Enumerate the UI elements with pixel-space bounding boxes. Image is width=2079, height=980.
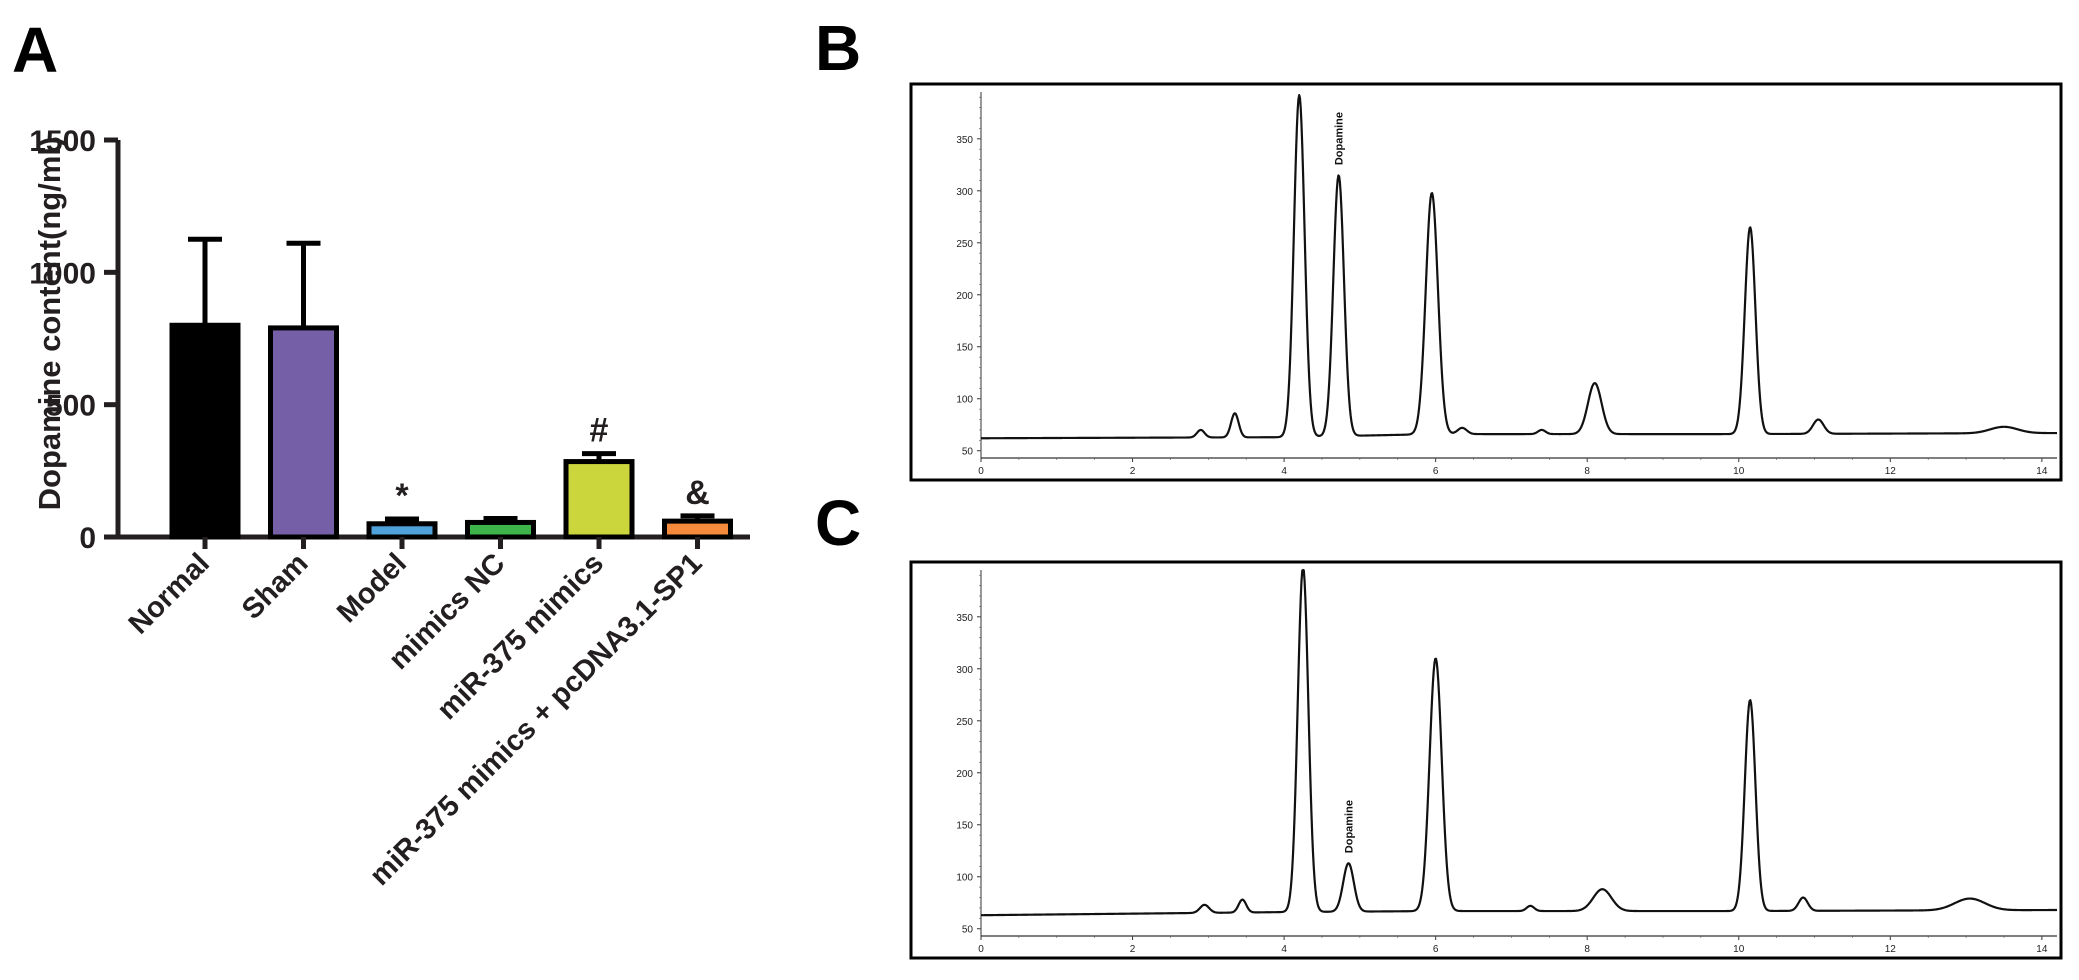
- x-tick-label: 8: [1584, 466, 1590, 477]
- y-tick-label: 200: [956, 291, 973, 302]
- peak: [1348, 862, 1350, 864]
- y-tick-label: 350: [956, 613, 973, 624]
- y-tick-label: 250: [956, 239, 973, 250]
- y-tick-label: 200: [956, 769, 973, 780]
- peak: [1204, 904, 1206, 906]
- y-tick-label: 100: [956, 395, 973, 406]
- y-tick-label: 300: [956, 665, 973, 676]
- peak: [1969, 898, 1971, 900]
- x-tick-label: Sham: [236, 547, 314, 625]
- bar: [662, 518, 733, 540]
- x-tick-label: miR-375 mimics: [431, 547, 610, 726]
- peak: [1200, 429, 1202, 431]
- y-tick-label: 1000: [29, 257, 96, 290]
- x-tick-label: 12: [1885, 944, 1897, 955]
- peak: [1302, 569, 1304, 571]
- panel-label-b: B: [815, 12, 861, 84]
- peak: [1749, 699, 1751, 701]
- x-tick-label: 10: [1733, 944, 1745, 955]
- y-tick-label: 500: [46, 390, 96, 423]
- x-tick-label: Model: [331, 547, 413, 629]
- panel-label-c: C: [815, 487, 861, 559]
- x-tick-label: 4: [1281, 466, 1287, 477]
- peak: [1594, 382, 1596, 384]
- y-tick-label: 150: [956, 343, 973, 354]
- y-tick-label: 0: [79, 522, 96, 555]
- x-tick-label: 14: [2036, 944, 2048, 955]
- chromatogram-b: 50 100 150 200 250 300 350 0 2 4 6 8 10 12 14 Dopamine: [909, 82, 2063, 482]
- x-tick-label: 2: [1130, 944, 1136, 955]
- y-tick-label: 100: [956, 873, 973, 884]
- bar: [465, 519, 536, 540]
- peak: [1601, 888, 1603, 890]
- panel-label-a: A: [12, 14, 58, 86]
- x-tick-label: 0: [978, 466, 984, 477]
- peak: [1749, 226, 1751, 228]
- peak: [1298, 94, 1300, 96]
- chrom-b-dopamine-label: Dopamine: [1334, 112, 1346, 165]
- peak: [1234, 412, 1236, 414]
- x-tick-label: 14: [2036, 466, 2048, 477]
- chrom-c-frame: [909, 560, 2063, 960]
- y-tick-label: 50: [962, 925, 974, 936]
- peak: [1431, 192, 1433, 194]
- peak: [2003, 426, 2005, 428]
- chrom-c-trace: [980, 568, 2058, 917]
- chrom-c-dopamine-label: Dopamine: [1344, 800, 1356, 853]
- significance-marker: #: [590, 412, 609, 450]
- significance-marker: &: [685, 474, 710, 512]
- y-tick-label: 50: [962, 447, 974, 458]
- x-tick-label: 4: [1281, 944, 1287, 955]
- y-tick-label: 150: [956, 821, 973, 832]
- peak: [1461, 427, 1463, 429]
- peak: [1338, 174, 1340, 176]
- peak: [1541, 429, 1543, 431]
- bar: [169, 322, 241, 540]
- x-tick-label: 6: [1433, 466, 1439, 477]
- chrom-b-trace: [980, 94, 2058, 440]
- x-tick-label: Normal: [123, 547, 216, 640]
- x-tick-label: 6: [1433, 944, 1439, 955]
- x-tick-label: 10: [1733, 466, 1745, 477]
- x-tick-label: 0: [978, 944, 984, 955]
- y-axis-label: Dopamine content(ng/ml): [32, 137, 67, 511]
- bar: [366, 521, 438, 540]
- y-tick-label: 350: [956, 135, 973, 146]
- peak: [1241, 899, 1243, 901]
- peak: [1802, 897, 1804, 899]
- chromatogram-c: 50 100 150 200 250 300 350 0 2 4 6 8 10 12 14 Dopamine: [909, 560, 2063, 960]
- bar: [563, 459, 635, 540]
- peak: [1817, 419, 1819, 421]
- peak: [1435, 657, 1437, 659]
- chrom-b-frame: [909, 82, 2063, 482]
- x-tick-label: 2: [1130, 466, 1136, 477]
- x-tick-label: 8: [1584, 944, 1590, 955]
- significance-marker: *: [395, 477, 409, 515]
- x-tick-label: 12: [1885, 466, 1897, 477]
- y-tick-label: 300: [956, 187, 973, 198]
- bar: [268, 325, 339, 540]
- peak: [1529, 905, 1531, 907]
- y-tick-label: 250: [956, 717, 973, 728]
- y-tick-label: 1500: [29, 125, 96, 158]
